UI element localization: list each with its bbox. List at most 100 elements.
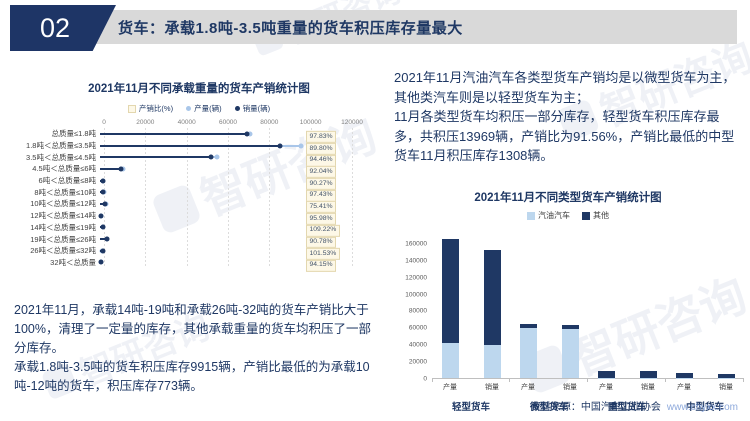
sales-line [100,238,107,241]
ratio-badge: 109.22% [306,224,340,237]
bar-pair [432,227,510,382]
sales-dot-icon [234,106,240,111]
sales-marker[interactable] [277,143,283,149]
sales-marker[interactable] [100,224,106,230]
bar-label: 销量 [719,384,733,391]
chart-row: 26吨＜总质量≤32吨 101.53% [14,245,384,260]
legend-item-gasoline: 汽油汽车 [527,210,570,221]
ratio-swatch-icon [127,104,136,113]
sales-marker[interactable] [100,248,106,254]
category-label: 总质量≤1.8吨 [51,129,96,139]
sales-marker[interactable] [100,189,106,195]
ratio-badge-cell: 95.98% [306,207,337,225]
gasoline-segment [519,327,537,378]
row-plot [100,128,348,140]
sales-marker[interactable] [102,201,108,207]
category-label: 3.5吨＜总质量≤4.5吨 [26,152,96,162]
ratio-badge-cell: 97.83% [306,125,337,143]
ratio-badge-cell: 94.46% [306,148,337,167]
ratio-badge-cell: 90.27% [306,171,337,190]
bar-pair [588,227,666,382]
stacked-bar[interactable] [519,323,537,378]
stacked-bar[interactable] [483,250,501,378]
section-number-badge: 02 [10,5,116,51]
bar-group: 产量 销量 中型货车 [666,227,744,413]
chart-row: 14吨＜总质量≤19吨 109.22% [14,222,384,237]
row-plot [99,245,348,257]
right-chart-plot: 0 20000 40000 60000 80000 100000 120000 140000 1… [392,227,744,413]
other-segment [639,371,657,378]
legend-item-ratio: 产销比(%) [127,103,174,114]
ratio-badge: 92.04% [306,166,337,179]
ratio-badge: 90.27% [306,177,337,190]
weight-production-sales-chart: 2021年11月不同承载重量的货车产销统计图 产销比(%) 产量(辆) 销量(辆… [14,80,384,272]
category-label: 4.5吨＜总质量≤6吨 [32,164,96,174]
row-plot [100,140,348,152]
ratio-badge: 94.15% [306,259,337,272]
bar-label: 产量 [443,384,457,391]
category-label: 19吨＜总质量≤26吨 [30,234,96,244]
stacked-bar[interactable] [561,325,579,378]
category-label: 10吨＜总质量≤12吨 [30,199,96,209]
row-plot [100,198,348,210]
chart-row: 32吨＜总质量 94.15% [14,257,384,272]
gasoline-swatch-icon [527,211,535,220]
y-axis-tick-label: 120000 [405,274,427,282]
sales-marker[interactable] [98,259,104,265]
production-marker[interactable] [214,154,220,160]
chart-row: 6吨＜总质量≤8吨 90.27% [14,175,384,190]
chart-row: 19吨＜总质量≤26吨 90.78% [14,230,384,249]
source-website-link[interactable]: www.chyxx.com [666,402,738,413]
bar-label: 产量 [599,384,613,391]
stacked-bar[interactable] [639,371,657,378]
right-commentary: 2021年11月汽油汽车各类型货车产销均是以微型货车为主，其他类汽车则是以轻型货… [394,68,744,166]
category-label: 12吨＜总质量≤14吨 [30,211,96,221]
other-swatch-icon [582,211,590,220]
chart-row: 8吨＜总质量≤10吨 97.43% [14,186,384,202]
row-plot [100,186,348,198]
y-axis-tick-label: 160000 [405,240,427,248]
page-title: 货车：承载1.8吨-3.5吨重量的货车积压库存量最大 [118,19,463,37]
gasoline-segment [441,342,459,378]
sales-line [100,167,122,170]
sales-marker[interactable] [98,213,104,219]
stacked-bar[interactable] [441,239,459,378]
right-chart-legend: 汽油汽车 其他 [392,210,744,221]
stacked-bar[interactable] [717,374,735,378]
sales-marker[interactable] [244,131,250,137]
ratio-badge-cell: 90.78% [306,230,337,249]
row-plot [100,163,348,175]
ratio-badge-cell: 94.15% [306,253,337,272]
sales-marker[interactable] [118,166,124,172]
sales-line [100,156,211,159]
gasoline-segment [561,329,579,378]
commentary-paragraph: 2021年11月汽油汽车各类型货车产销均是以微型货车为主，其他类汽车则是以轻型货… [394,70,736,105]
y-axis-tick-label: 20000 [408,358,427,366]
gridline [145,128,147,269]
ratio-badge-cell: 89.80% [306,136,337,155]
left-chart-title: 2021年11月不同承载重量的货车产销统计图 [88,83,310,95]
left-commentary: 2021年11月，承载14吨-19吨和承载26吨-32吨的货车产销比大于100%… [14,301,380,396]
group-label: 轻型货车 [451,402,490,413]
ratio-badge: 97.43% [306,189,337,202]
category-label: 14吨＜总质量≤19吨 [30,222,96,232]
y-axis-tick-label: 80000 [408,307,427,315]
sales-marker[interactable] [208,154,214,160]
category-label: 6吨＜总质量≤8吨 [38,176,96,186]
stacked-bar[interactable] [597,371,615,378]
gridline [269,128,271,269]
source-label: 资料来源：中国汽车工业协会 [530,402,661,413]
legend-label: 产销比(%) [138,104,174,113]
production-dot-icon [186,106,192,111]
other-segment [597,371,615,378]
production-marker[interactable] [247,131,253,137]
production-marker[interactable] [298,143,304,149]
sales-marker[interactable] [100,178,106,184]
left-chart-plot: 0 20000 40000 60000 80000 100000 120000 总质量≤1.… [14,118,384,272]
row-plot [98,257,348,269]
y-axis-tick-label: 140000 [405,257,427,265]
category-label: 1.8吨＜总质量≤3.5吨 [26,141,96,151]
bar-label: 销量 [485,384,499,391]
sales-marker[interactable] [104,236,110,242]
stacked-bar[interactable] [675,373,693,378]
